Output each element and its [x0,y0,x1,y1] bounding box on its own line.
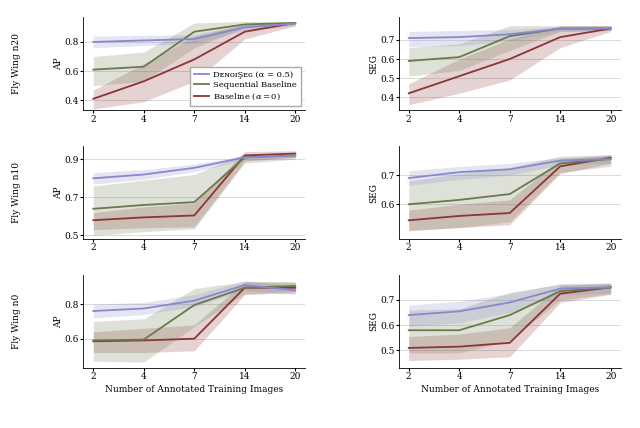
Y-axis label: AP: AP [54,315,63,328]
Text: Fly Wing n10: Fly Wing n10 [12,162,21,223]
Y-axis label: SEG: SEG [369,54,379,74]
Y-axis label: SEG: SEG [370,183,379,202]
Legend: DᴇɴᴏɪŞᴇɢ (α = 0.5), Sequential Baseline, Baseline ($\alpha = 0$): DᴇɴᴏɪŞᴇɢ (α = 0.5), Sequential Baseline,… [190,67,301,106]
Y-axis label: AP: AP [54,186,63,199]
Y-axis label: AP: AP [54,57,63,70]
Text: Fly Wing n20: Fly Wing n20 [12,33,21,94]
X-axis label: Number of Annotated Training Images: Number of Annotated Training Images [105,385,284,395]
Text: Fly Wing n0: Fly Wing n0 [12,294,21,349]
Y-axis label: SEG: SEG [369,312,379,331]
X-axis label: Number of Annotated Training Images: Number of Annotated Training Images [420,385,599,395]
